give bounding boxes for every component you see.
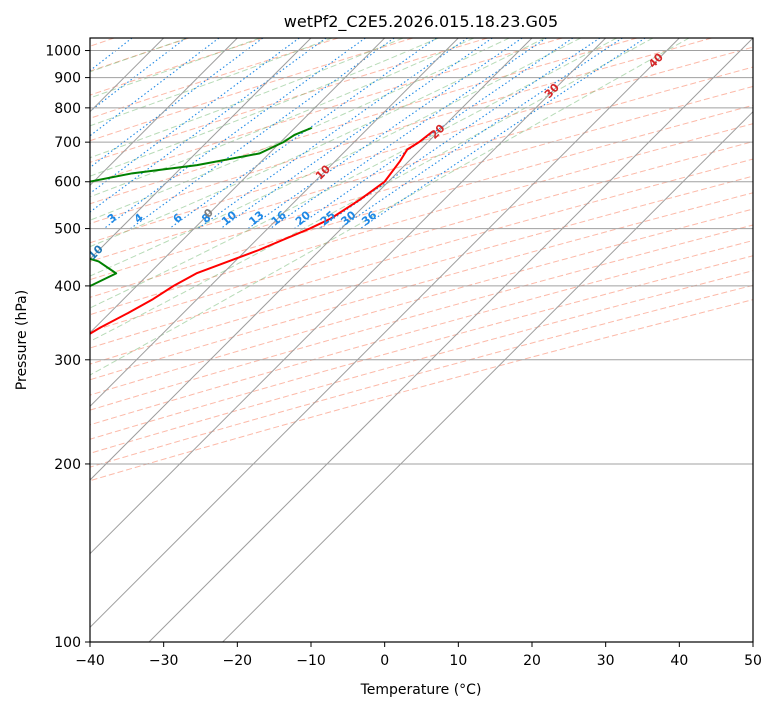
plot-area: 0.10.20.40.611.52346810131620253036-100-…	[90, 38, 753, 642]
dry-adiabat-line	[90, 240, 753, 426]
isotherms	[90, 38, 753, 642]
dry-adiabat-line	[90, 175, 753, 365]
isotherm-line	[90, 38, 238, 187]
isotherm-line	[222, 110, 753, 642]
x-tick-label: 40	[670, 653, 688, 669]
moist-adiabat-line	[90, 38, 475, 198]
mixing-ratio-line	[339, 38, 623, 230]
mixing-ratio-line	[90, 38, 327, 213]
mixing-ratio-line	[90, 38, 220, 137]
y-tick-label: 900	[54, 71, 81, 87]
x-tick-label: 30	[597, 653, 615, 669]
dry-adiabat-line	[90, 299, 753, 482]
moist-adiabat-line	[90, 38, 510, 221]
y-tick-label: 500	[54, 222, 81, 238]
mixing-ratio-line	[360, 38, 646, 230]
temperature-profile-line	[90, 130, 434, 335]
mixing-ratio-line	[90, 38, 264, 169]
isotherm-line	[90, 38, 386, 334]
y-tick-label: 700	[54, 135, 81, 151]
moist-adiabat-line	[90, 38, 654, 342]
moist-adiabat-line	[90, 38, 439, 177]
mixing-ratio-lines	[90, 38, 646, 230]
plot-frame	[89, 37, 754, 643]
isotherm-line	[90, 38, 459, 408]
mixing-ratio-line	[220, 38, 493, 230]
dry-adiabat-line	[90, 38, 712, 225]
y-axis-title: Pressure (hPa)	[14, 290, 30, 390]
moist-adiabat-line	[90, 38, 581, 277]
mixing-ratio-line	[294, 38, 574, 230]
y-tick-label: 1000	[45, 44, 81, 60]
x-tick-label: 10	[449, 653, 467, 669]
isotherm-line	[90, 38, 680, 629]
dry-adiabats	[90, 38, 753, 482]
x-tick-label: −10	[296, 653, 326, 669]
mixing-ratio-line	[318, 38, 601, 230]
isobars	[90, 50, 753, 642]
moist-adiabat-line	[90, 38, 690, 376]
dry-adiabat-line	[90, 123, 753, 316]
y-tick-label: 300	[54, 353, 81, 369]
y-tick-label: 100	[54, 635, 81, 651]
mixing-ratio-line	[90, 38, 300, 195]
dry-adiabat-line	[90, 192, 753, 381]
moist-adiabat-line	[90, 38, 546, 248]
y-tick-label: 800	[54, 101, 81, 117]
dry-adiabat-line	[90, 38, 638, 205]
isotherm-line	[90, 38, 312, 260]
y-tick-label: 400	[54, 279, 81, 295]
x-tick-label: 0	[380, 653, 389, 669]
mixing-ratio-line	[169, 38, 437, 230]
x-tick-label: −30	[149, 653, 179, 669]
mixing-ratio-line	[247, 38, 523, 230]
x-tick-label: 50	[744, 653, 762, 669]
moist-adiabats	[90, 38, 690, 376]
isotherm-line	[90, 38, 607, 555]
dry-adiabat-line	[90, 208, 753, 396]
y-tick-label: 600	[54, 175, 81, 191]
dry-adiabat-line	[90, 284, 753, 468]
moist-adiabat-line	[90, 38, 617, 309]
dry-adiabat-line	[90, 255, 753, 440]
x-tick-label: 20	[523, 653, 541, 669]
chart-title: wetPf2_C2E5.2026.015.18.23.G05	[284, 12, 558, 32]
y-axis-ticks: 100 200 300 400 500 600 700 800 900 1000	[45, 44, 90, 651]
x-tick-label: −20	[223, 653, 253, 669]
x-axis-ticks: −40 −30 −20 −10 0 10 20 30 40 50	[75, 642, 762, 669]
x-axis-title: Temperature (°C)	[360, 682, 482, 698]
x-tick-label: −40	[75, 653, 105, 669]
moist-adiabat-line	[90, 38, 333, 127]
sounding-profiles	[90, 126, 434, 335]
dry-adiabat-line	[90, 38, 563, 184]
isotherm-line	[148, 38, 753, 642]
mixing-ratio-line	[90, 38, 187, 112]
dry-adiabat-line	[90, 46, 753, 244]
isotherm-line	[90, 38, 533, 481]
y-tick-label: 200	[54, 457, 81, 473]
